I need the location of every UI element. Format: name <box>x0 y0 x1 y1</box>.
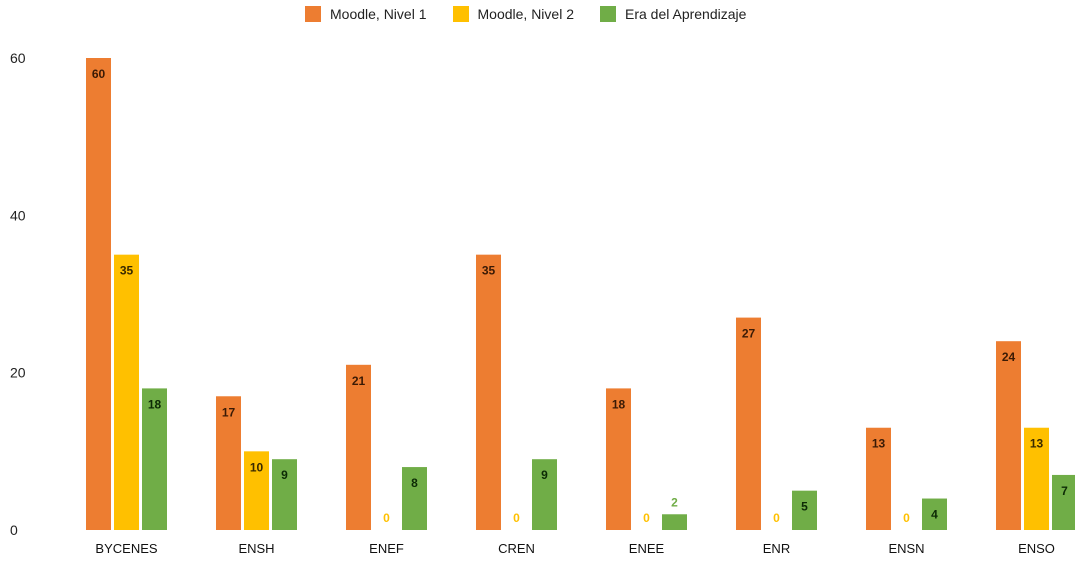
legend-swatch-moodle-nivel-1 <box>305 6 321 22</box>
bar <box>1052 474 1075 530</box>
x-tick-label: CREN <box>498 541 535 556</box>
legend-label-moodle-nivel-2: Moodle, Nivel 2 <box>477 6 575 22</box>
legend-swatch-era-del-aprendizaje <box>600 6 616 22</box>
data-label: 13 <box>872 437 886 451</box>
data-label: 0 <box>513 511 520 525</box>
bar <box>532 459 557 530</box>
data-label: 4 <box>931 508 938 522</box>
chart-legend: Moodle, Nivel 1 Moodle, Nivel 2 Era del … <box>305 6 746 22</box>
x-tick-label: BYCENES <box>95 541 157 556</box>
bar <box>216 396 241 530</box>
bar <box>662 514 687 530</box>
data-label: 60 <box>92 67 106 81</box>
bar <box>346 364 371 530</box>
x-tick-label: ENR <box>763 541 790 556</box>
bar <box>736 317 761 530</box>
data-label: 27 <box>742 327 756 341</box>
y-tick-label: 0 <box>10 522 18 538</box>
data-label: 2 <box>671 495 678 509</box>
data-label: 18 <box>612 397 626 411</box>
bar <box>476 254 501 530</box>
data-label: 9 <box>541 468 548 482</box>
data-label: 0 <box>643 511 650 525</box>
bar <box>272 459 297 530</box>
legend-label-era-del-aprendizaje: Era del Aprendizaje <box>625 6 747 22</box>
legend-label-moodle-nivel-1: Moodle, Nivel 1 <box>330 6 427 22</box>
legend-item-moodle-nivel-2: Moodle, Nivel 2 <box>452 6 575 22</box>
data-label: 5 <box>801 500 808 514</box>
data-label: 13 <box>1030 437 1044 451</box>
bar <box>1024 427 1049 530</box>
bar <box>866 427 891 530</box>
x-tick-label: ENSH <box>238 541 274 556</box>
bar <box>996 341 1021 530</box>
x-tick-label: ENSN <box>888 541 924 556</box>
data-label: 0 <box>383 511 390 525</box>
bar <box>86 58 111 530</box>
y-tick-label: 60 <box>10 50 26 66</box>
y-tick-label: 20 <box>10 365 26 381</box>
bar <box>244 451 269 530</box>
data-label: 8 <box>411 476 418 490</box>
bar <box>792 490 817 530</box>
y-tick-label: 40 <box>10 207 26 223</box>
x-tick-label: ENEF <box>369 541 404 556</box>
bar <box>114 254 139 530</box>
data-label: 35 <box>120 264 134 278</box>
data-label: 7 <box>1061 484 1068 498</box>
data-labels: 60 35 18 17 10 9 21 0 8 35 0 9 18 0 2 27 0 5 13 0 4 24 13 7 <box>92 67 1068 525</box>
bars <box>86 58 1075 530</box>
bar <box>402 467 427 530</box>
x-tick-label: ENSO <box>1018 541 1055 556</box>
data-label: 0 <box>773 511 780 525</box>
bar <box>142 388 167 530</box>
y-axis: 0 20 40 60 <box>10 50 26 538</box>
x-axis: BYCENES ENSH ENEF CREN ENEE ENR ENSN ENSO <box>95 541 1054 556</box>
legend-swatch-moodle-nivel-2 <box>452 6 469 22</box>
data-label: 0 <box>903 511 910 525</box>
x-tick-label: ENEE <box>629 541 665 556</box>
data-label: 21 <box>352 374 366 388</box>
data-label: 24 <box>1002 350 1016 364</box>
data-label: 17 <box>222 405 236 419</box>
legend-item-moodle-nivel-1: Moodle, Nivel 1 <box>305 6 427 22</box>
data-label: 18 <box>148 397 162 411</box>
legend-item-era-del-aprendizaje: Era del Aprendizaje <box>600 6 746 22</box>
data-label: 35 <box>482 264 496 278</box>
bar <box>606 388 631 530</box>
data-label: 9 <box>281 468 288 482</box>
bar <box>922 498 947 530</box>
data-label: 10 <box>250 460 264 474</box>
